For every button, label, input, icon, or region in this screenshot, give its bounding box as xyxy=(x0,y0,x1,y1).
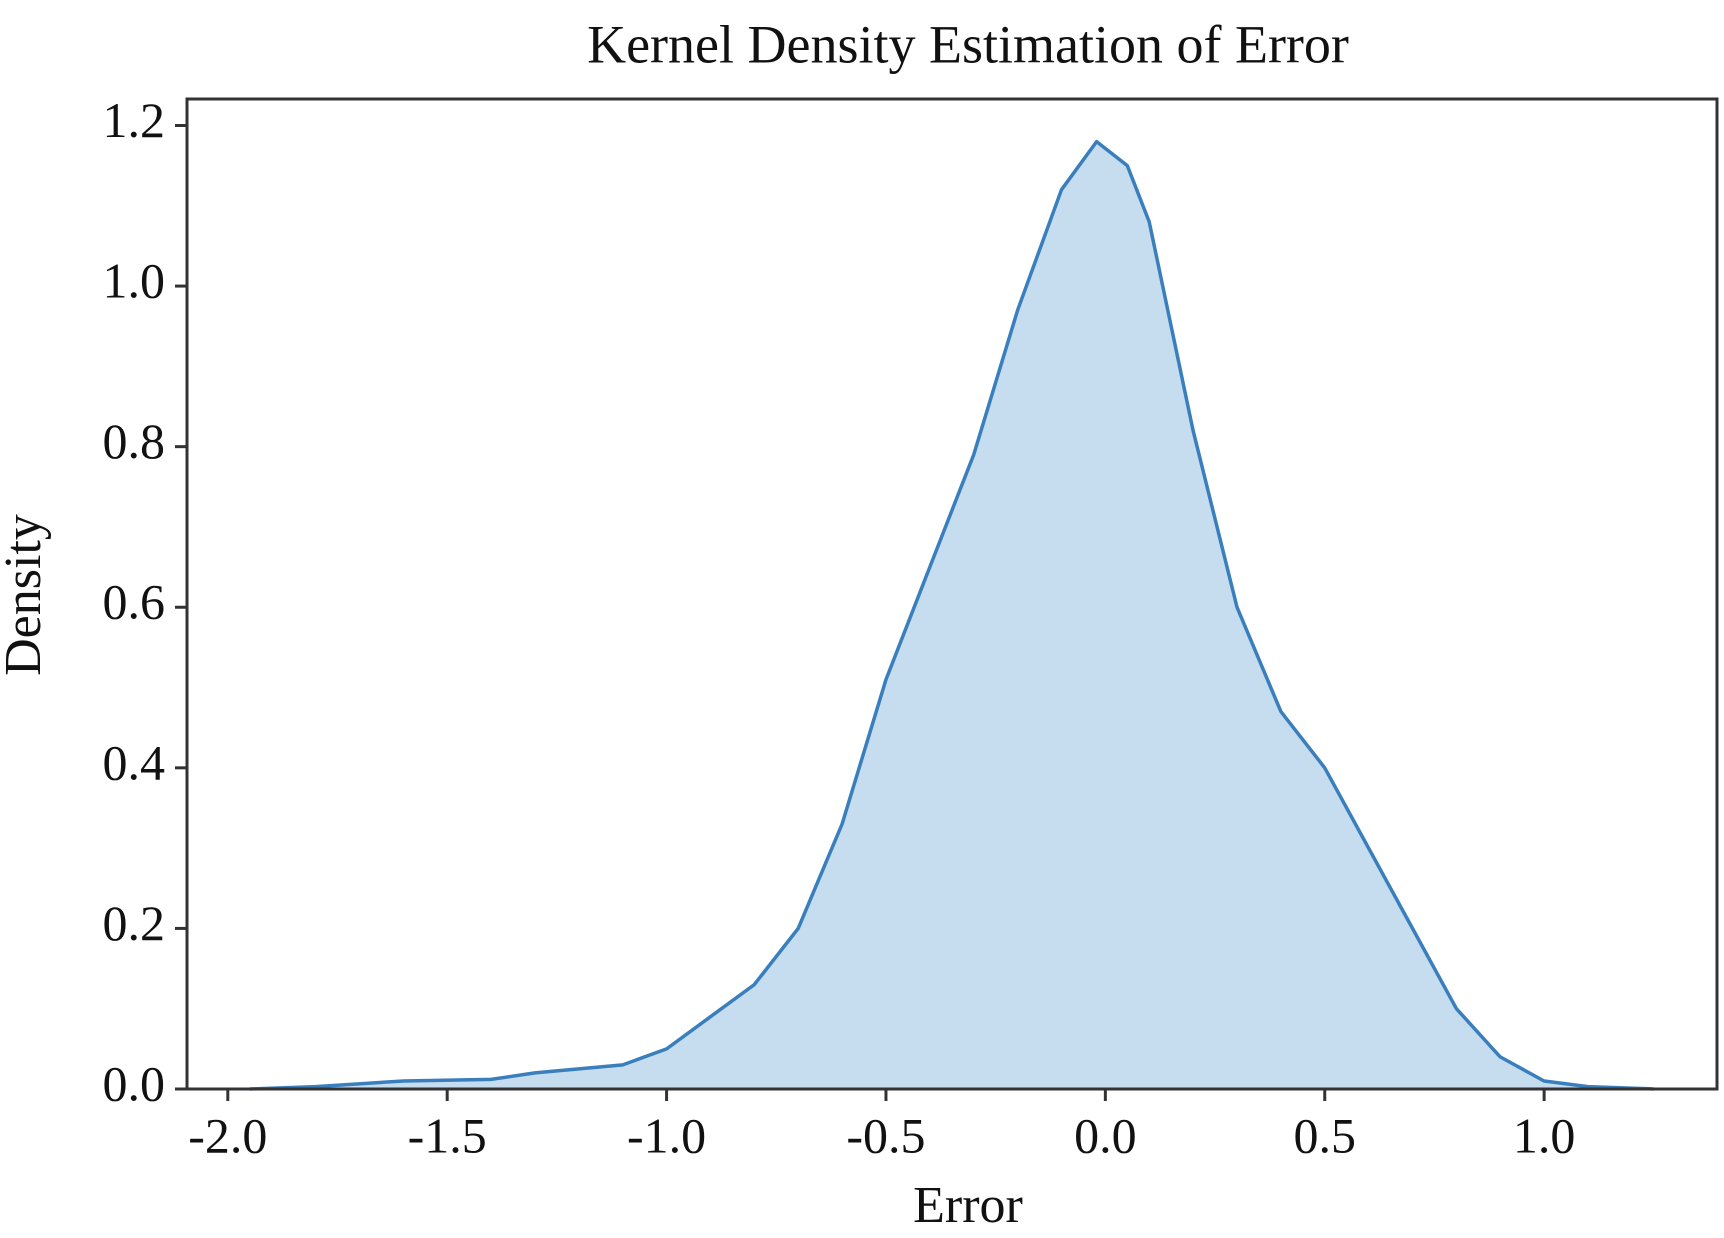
y-axis-label: Density xyxy=(0,514,52,676)
y-tick-label: 0.4 xyxy=(103,734,166,790)
x-tick-label: -2.0 xyxy=(188,1107,267,1163)
y-tick-label: 0.8 xyxy=(103,413,166,469)
x-tick-label: -1.0 xyxy=(627,1107,706,1163)
y-tick-label: 0.6 xyxy=(103,574,166,630)
y-tick-label: 0.0 xyxy=(103,1055,166,1111)
density-area xyxy=(249,141,1654,1090)
chart-title: Kernel Density Estimation of Error xyxy=(587,14,1349,74)
x-axis-label: Error xyxy=(913,1177,1023,1234)
y-tick-label: 1.0 xyxy=(103,253,166,309)
x-tick-label: -1.5 xyxy=(408,1107,487,1163)
plot-frame xyxy=(185,97,1719,1091)
x-tick-label: 1.0 xyxy=(1513,1107,1576,1163)
x-tick-label: 0.0 xyxy=(1074,1107,1137,1163)
x-tick-label: -0.5 xyxy=(846,1107,925,1163)
density-line xyxy=(249,139,1654,1091)
x-tick-label: 0.5 xyxy=(1293,1107,1356,1163)
y-tick-label: 0.2 xyxy=(103,895,166,951)
y-tick-label: 1.2 xyxy=(103,92,166,148)
